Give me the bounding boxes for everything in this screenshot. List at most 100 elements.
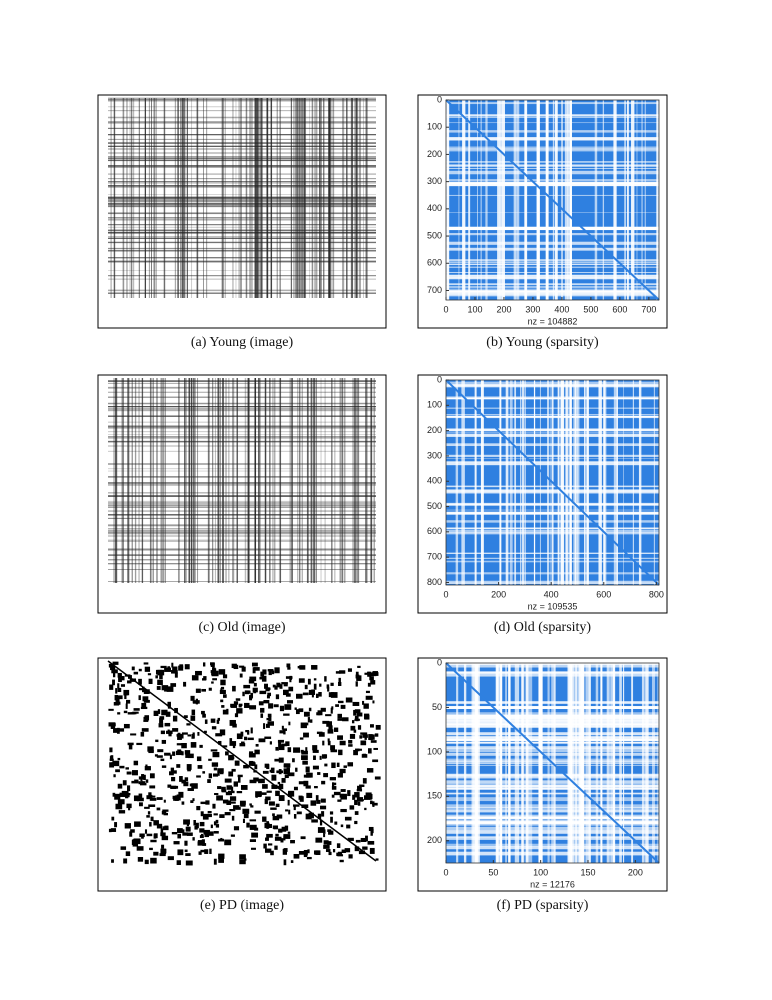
image-pixel [250, 727, 253, 734]
panel: (b) Young (sparsity) 0 100 200 300 400 500 600 7… [417, 94, 668, 350]
image-pixel [181, 732, 188, 735]
image-pixel [318, 691, 322, 697]
image-pixel [210, 824, 213, 829]
image-pixel [161, 810, 167, 815]
spy-gap [446, 116, 659, 118]
image-pixel [356, 712, 363, 717]
image-pixel [312, 745, 318, 751]
image-pixel [192, 700, 200, 704]
spy-gap [564, 100, 568, 300]
image-pixel [213, 668, 217, 673]
image-pixel [350, 725, 356, 731]
image-pixel [274, 667, 280, 674]
image-pixel [320, 805, 327, 810]
image-pixel [330, 707, 333, 714]
image-pixel [251, 662, 258, 667]
image-pixel [229, 719, 236, 726]
image-pixel [372, 759, 379, 763]
x-tick-label: 200 [628, 867, 643, 877]
image-pixel [317, 813, 322, 820]
image-pixel [183, 820, 187, 824]
image-pixel [191, 675, 199, 681]
image-pixel [181, 751, 184, 756]
x-tick-label: 400 [544, 589, 559, 599]
image-pixel [316, 799, 321, 804]
image-pixel [274, 758, 280, 762]
y-tick-label: 100 [427, 122, 442, 132]
image-pixel [236, 733, 243, 740]
image-pixel [287, 831, 291, 834]
image-pixel [337, 851, 343, 855]
image-pixel [311, 689, 314, 694]
image-pixel [290, 840, 295, 844]
image-pixel [233, 781, 239, 787]
x-tick-label: 100 [533, 867, 548, 877]
image-pixel [161, 739, 167, 744]
image-pixel [196, 775, 201, 778]
spy-gap [569, 100, 572, 300]
image-pixel [112, 760, 120, 767]
image-pixel [305, 766, 310, 773]
image-pixel [259, 791, 262, 797]
y-tick-label: 800 [427, 577, 442, 587]
spy-gap [605, 380, 607, 585]
image-pixel [303, 780, 309, 787]
image-pixel [155, 675, 158, 679]
image-pixel [150, 839, 157, 843]
image-pixel [177, 732, 181, 739]
spy-gap [446, 232, 659, 236]
image-pixel [218, 669, 226, 675]
image-pixel [144, 859, 149, 865]
image-pixel [202, 771, 206, 774]
image-pixel [239, 673, 243, 678]
image-pixel [172, 751, 176, 756]
image-pixel [375, 724, 381, 730]
image-pixel [249, 779, 257, 784]
spy-gap [509, 380, 513, 585]
image-pixel [149, 847, 153, 851]
x-tick-label: 0 [443, 867, 448, 877]
image-pixel [120, 846, 127, 850]
image-pixel [368, 826, 374, 832]
image-pixel [138, 681, 141, 684]
image-pixel [292, 804, 300, 807]
y-tick-label: 400 [427, 476, 442, 486]
image-pixel [173, 841, 180, 845]
image-pixel [312, 749, 319, 753]
image-pixel [204, 730, 207, 734]
image-pixel [279, 730, 286, 734]
image-pixel [233, 826, 240, 831]
image-pixel [114, 793, 121, 800]
image-pixel [108, 663, 114, 668]
image-pixel [308, 812, 314, 819]
image-pixel [113, 701, 120, 706]
image-pixel [132, 839, 138, 842]
image-pixel [278, 783, 284, 790]
spy-gap [446, 283, 659, 285]
image-pixel [202, 678, 207, 681]
image-pixel [342, 717, 349, 722]
image-pixel [127, 742, 134, 746]
image-pixel [200, 801, 206, 805]
x-tick-label: 800 [649, 589, 664, 599]
image-pixel [174, 707, 178, 714]
image-pixel [318, 732, 325, 737]
image-pixel [171, 831, 178, 835]
image-pixel [153, 851, 159, 856]
image-pixel [159, 674, 163, 680]
spy-gap [446, 241, 659, 245]
image-pixel [199, 835, 204, 839]
image-pixel [157, 669, 165, 676]
spy-gap [616, 380, 618, 585]
spy-gap [540, 663, 543, 863]
y-tick-label: 0 [437, 657, 442, 667]
image-pixel [361, 754, 368, 758]
image-pixel [224, 812, 231, 816]
image-pixel [339, 859, 344, 863]
image-pixel [249, 803, 252, 806]
image-pixel [365, 835, 368, 842]
image-pixel [232, 744, 236, 749]
image-pixel [156, 686, 161, 690]
caption: (b) Young (sparsity) [486, 335, 599, 350]
image-pixel [343, 765, 347, 768]
